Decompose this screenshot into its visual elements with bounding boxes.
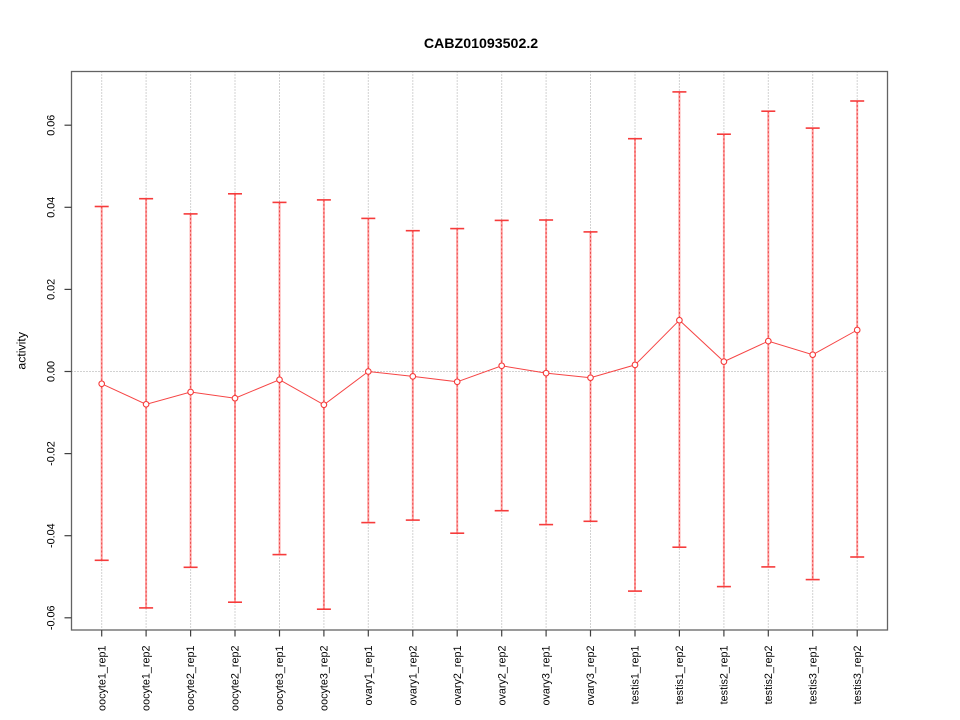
- svg-text:0.04: 0.04: [46, 197, 58, 218]
- svg-text:ovary1_rep2: ovary1_rep2: [407, 646, 419, 706]
- svg-text:testis2_rep1: testis2_rep1: [719, 646, 731, 705]
- svg-text:0.06: 0.06: [46, 115, 58, 136]
- svg-text:-0.02: -0.02: [46, 441, 58, 466]
- svg-text:ovary1_rep1: ovary1_rep1: [363, 646, 375, 706]
- svg-text:-0.06: -0.06: [46, 605, 58, 630]
- svg-text:oocyte2_rep2: oocyte2_rep2: [230, 646, 242, 711]
- svg-text:ovary2_rep2: ovary2_rep2: [496, 646, 508, 706]
- svg-text:-0.04: -0.04: [46, 523, 58, 548]
- svg-text:CABZ01093502.2: CABZ01093502.2: [424, 36, 538, 52]
- svg-text:0.00: 0.00: [46, 361, 58, 382]
- svg-text:oocyte3_rep1: oocyte3_rep1: [274, 646, 286, 711]
- svg-text:testis3_rep2: testis3_rep2: [852, 646, 864, 705]
- svg-text:oocyte1_rep2: oocyte1_rep2: [141, 646, 153, 711]
- svg-text:0.02: 0.02: [46, 279, 58, 300]
- svg-text:ovary3_rep1: ovary3_rep1: [541, 646, 553, 706]
- svg-text:ovary3_rep2: ovary3_rep2: [585, 646, 597, 706]
- svg-text:testis3_rep1: testis3_rep1: [807, 646, 819, 705]
- svg-text:testis2_rep2: testis2_rep2: [763, 646, 775, 705]
- svg-text:testis1_rep2: testis1_rep2: [674, 646, 686, 705]
- svg-text:oocyte2_rep1: oocyte2_rep1: [185, 646, 197, 711]
- svg-text:testis1_rep1: testis1_rep1: [630, 646, 642, 705]
- svg-text:activity: activity: [15, 331, 29, 369]
- svg-text:ovary2_rep1: ovary2_rep1: [452, 646, 464, 706]
- svg-text:oocyte3_rep2: oocyte3_rep2: [319, 646, 331, 711]
- svg-text:oocyte1_rep1: oocyte1_rep1: [96, 646, 108, 711]
